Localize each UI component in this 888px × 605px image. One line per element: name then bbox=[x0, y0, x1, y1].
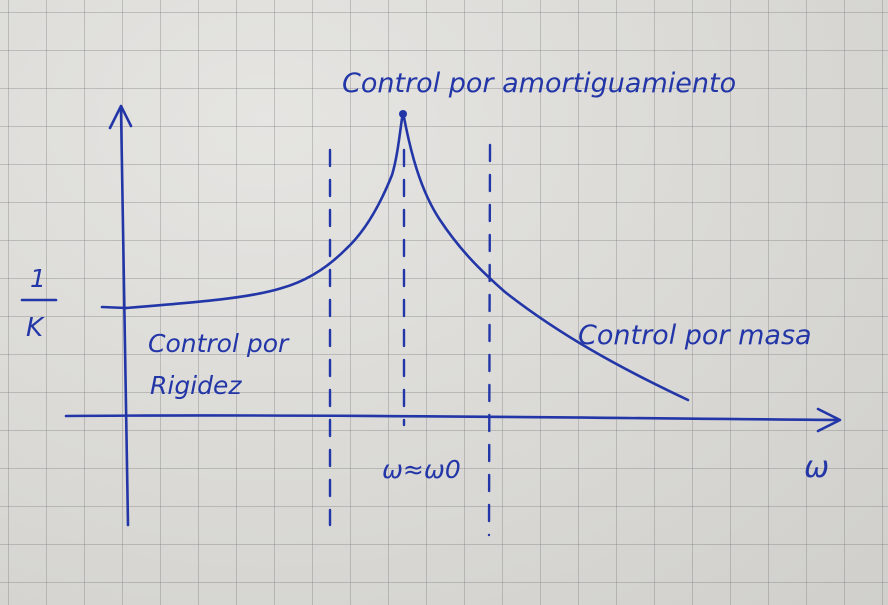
x-axis-arrow-head bbox=[816, 407, 842, 433]
stiffness-control-label-line1: Control por bbox=[148, 329, 290, 358]
response-curve bbox=[124, 110, 690, 402]
y-axis bbox=[119, 106, 130, 527]
stiffness-control-label-line2: Rigidez bbox=[150, 371, 242, 400]
y-label-numerator: 1 bbox=[30, 264, 46, 293]
y-label-denominator: K bbox=[26, 313, 45, 343]
x-axis bbox=[64, 414, 840, 422]
mass-control-label: Control por masa bbox=[578, 320, 812, 351]
y-axis-arrow-head bbox=[108, 104, 133, 130]
resonance-label: ω≈ω0 bbox=[382, 455, 461, 484]
damping-control-label: Control por amortiguamiento bbox=[342, 68, 736, 99]
mass-boundary-line bbox=[487, 143, 492, 537]
peak-dot bbox=[399, 110, 407, 118]
x-axis-label: ω bbox=[804, 450, 829, 485]
y-intercept-tick bbox=[100, 305, 128, 310]
